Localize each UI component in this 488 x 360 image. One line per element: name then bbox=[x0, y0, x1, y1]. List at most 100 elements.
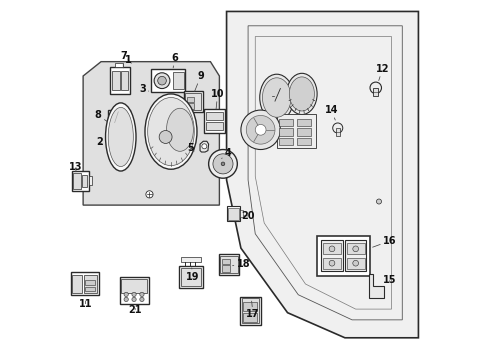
Bar bbox=[344, 240, 366, 271]
Text: 18: 18 bbox=[232, 259, 250, 269]
Text: 13: 13 bbox=[69, 162, 82, 172]
Bar bbox=[111, 122, 118, 129]
Bar bbox=[206, 122, 223, 130]
Text: 20: 20 bbox=[241, 211, 254, 221]
Text: 17: 17 bbox=[246, 301, 259, 319]
Circle shape bbox=[154, 73, 169, 89]
Text: 2: 2 bbox=[96, 138, 102, 147]
Bar bbox=[204, 109, 224, 133]
Circle shape bbox=[140, 292, 144, 297]
Circle shape bbox=[145, 191, 153, 198]
Bar bbox=[346, 243, 364, 254]
Bar bbox=[226, 206, 240, 221]
Text: 21: 21 bbox=[128, 305, 142, 315]
Circle shape bbox=[212, 154, 233, 174]
Circle shape bbox=[352, 260, 358, 266]
Bar bbox=[84, 275, 97, 293]
Polygon shape bbox=[226, 12, 418, 338]
Bar bbox=[186, 103, 194, 109]
Circle shape bbox=[132, 292, 136, 297]
Bar bbox=[81, 175, 87, 187]
Circle shape bbox=[328, 246, 334, 252]
Text: 19: 19 bbox=[185, 268, 199, 282]
Bar bbox=[173, 72, 183, 89]
Text: 16: 16 bbox=[372, 236, 396, 247]
Text: 6: 6 bbox=[171, 53, 178, 68]
Circle shape bbox=[241, 110, 280, 149]
Bar bbox=[227, 208, 238, 220]
Bar bbox=[110, 67, 129, 94]
Circle shape bbox=[159, 131, 172, 143]
Circle shape bbox=[369, 82, 381, 94]
Text: 4: 4 bbox=[221, 148, 231, 158]
Bar bbox=[89, 176, 92, 185]
Bar bbox=[278, 129, 293, 135]
Bar bbox=[121, 71, 128, 90]
Text: 7: 7 bbox=[120, 51, 126, 68]
Bar bbox=[185, 93, 201, 110]
Bar bbox=[346, 258, 364, 269]
Bar bbox=[316, 235, 369, 276]
Bar bbox=[323, 258, 340, 269]
Circle shape bbox=[208, 149, 237, 178]
Bar bbox=[296, 129, 310, 135]
Circle shape bbox=[132, 297, 136, 302]
Bar bbox=[220, 256, 237, 273]
Bar bbox=[222, 259, 229, 264]
Circle shape bbox=[158, 76, 166, 85]
Bar bbox=[72, 171, 89, 191]
Bar bbox=[85, 280, 95, 285]
Text: 5: 5 bbox=[187, 143, 194, 153]
Text: 10: 10 bbox=[210, 89, 224, 109]
Text: 12: 12 bbox=[375, 64, 388, 81]
Circle shape bbox=[140, 297, 144, 302]
Ellipse shape bbox=[259, 74, 293, 121]
Circle shape bbox=[328, 260, 334, 266]
Bar bbox=[321, 240, 342, 271]
Bar bbox=[107, 111, 129, 132]
Bar bbox=[296, 119, 310, 126]
Bar bbox=[218, 254, 239, 275]
Bar bbox=[242, 298, 259, 323]
Circle shape bbox=[202, 144, 206, 149]
Bar bbox=[278, 119, 293, 126]
Bar bbox=[323, 243, 340, 254]
Bar bbox=[186, 97, 194, 102]
Ellipse shape bbox=[147, 98, 194, 166]
Bar bbox=[72, 275, 82, 293]
Ellipse shape bbox=[286, 73, 317, 114]
Bar bbox=[243, 313, 257, 321]
Bar bbox=[372, 88, 378, 96]
Bar bbox=[70, 272, 99, 296]
Bar bbox=[335, 128, 339, 136]
Bar bbox=[115, 63, 122, 67]
Text: 9: 9 bbox=[194, 71, 203, 91]
Polygon shape bbox=[83, 62, 219, 205]
Bar bbox=[120, 277, 149, 304]
Bar bbox=[121, 279, 147, 293]
Ellipse shape bbox=[108, 107, 133, 167]
Bar bbox=[85, 287, 95, 291]
Bar bbox=[151, 69, 185, 92]
Ellipse shape bbox=[144, 94, 197, 169]
Circle shape bbox=[332, 123, 342, 133]
Bar bbox=[222, 265, 229, 272]
Circle shape bbox=[352, 246, 358, 252]
Bar bbox=[240, 211, 243, 217]
Polygon shape bbox=[368, 274, 384, 298]
Bar bbox=[181, 257, 201, 262]
Ellipse shape bbox=[289, 77, 314, 111]
Bar bbox=[112, 71, 120, 90]
Circle shape bbox=[124, 297, 128, 302]
Ellipse shape bbox=[166, 108, 193, 151]
Bar bbox=[111, 116, 118, 121]
Text: 8: 8 bbox=[95, 111, 107, 122]
Text: 1: 1 bbox=[124, 55, 131, 65]
Text: 11: 11 bbox=[79, 299, 92, 309]
Bar bbox=[243, 302, 257, 311]
Bar bbox=[206, 112, 223, 120]
Bar bbox=[109, 113, 127, 130]
Bar bbox=[183, 91, 203, 112]
Text: 3: 3 bbox=[139, 84, 148, 94]
Circle shape bbox=[124, 292, 128, 297]
